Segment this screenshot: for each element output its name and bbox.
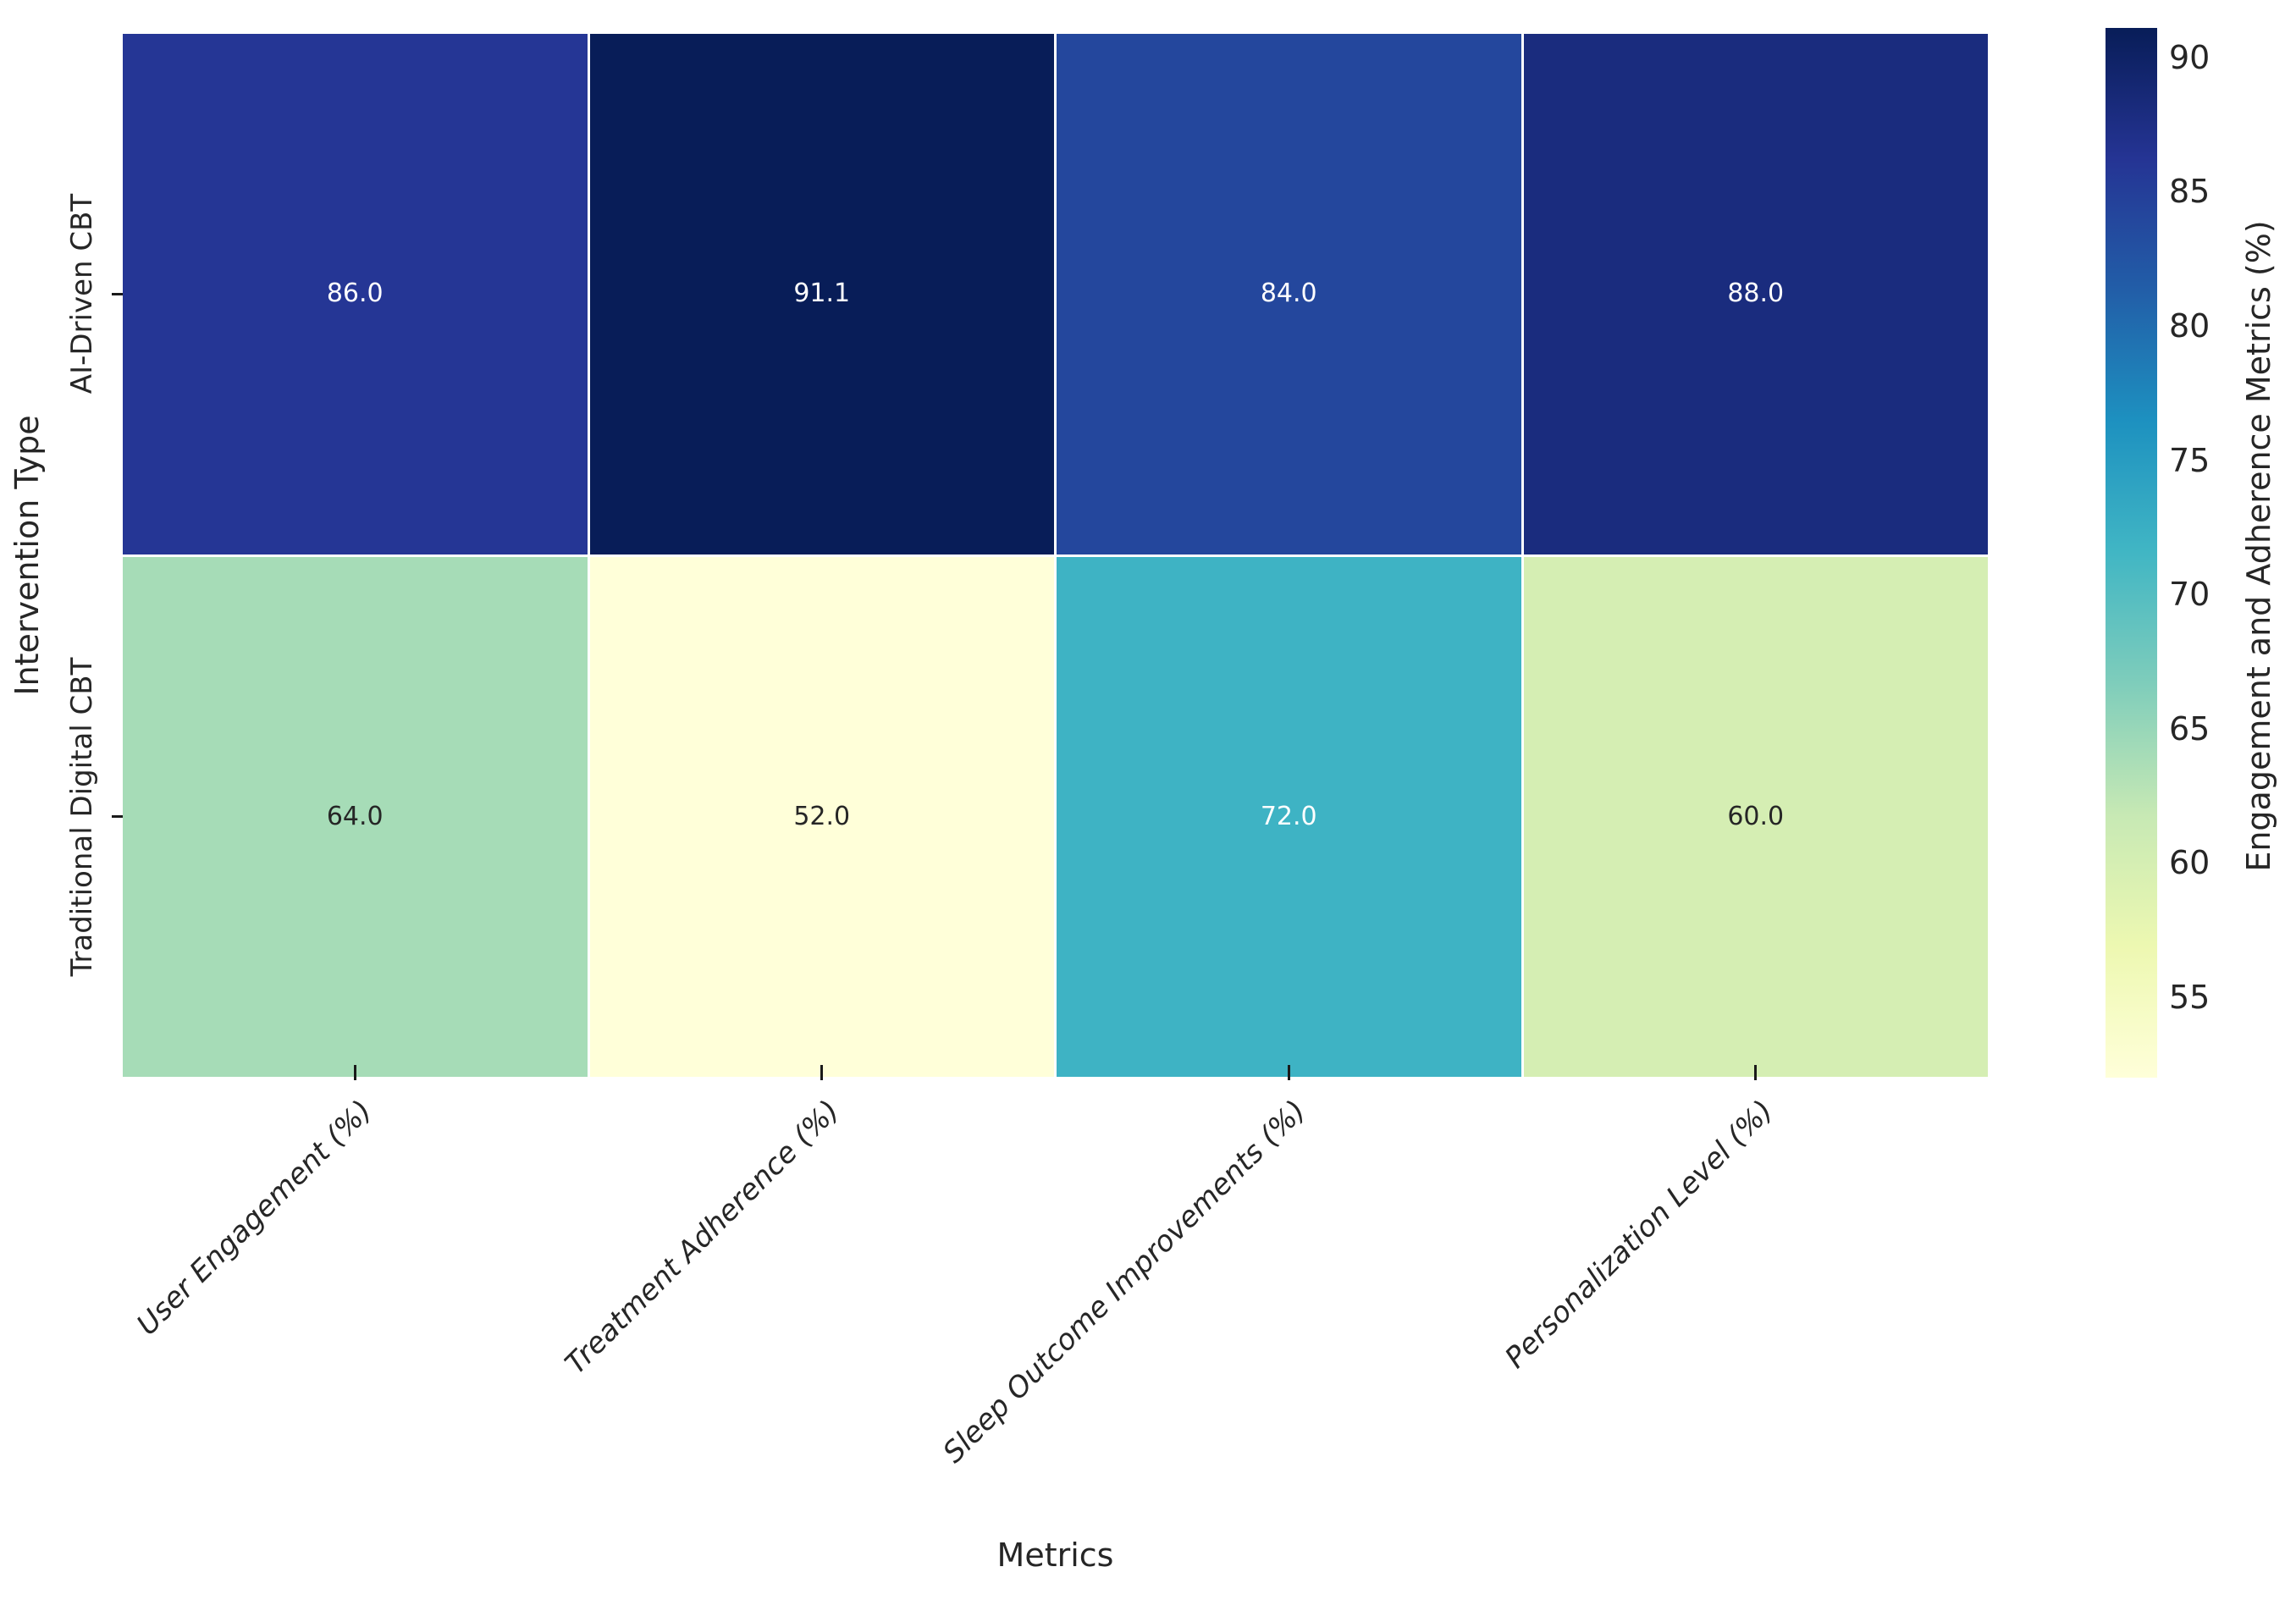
cell-value: 72.0 (1260, 801, 1317, 831)
colorbar-tick-label: 65 (2169, 709, 2210, 748)
heatmap-cell: 64.0 (123, 556, 588, 1077)
colorbar-label: Engagement and Adherence Metrics (%) (2240, 220, 2277, 872)
x-tick-label: Sleep Outcome Improvements (%) (936, 1094, 1313, 1470)
heatmap-cell: 52.0 (589, 556, 1054, 1077)
cell-value: 84.0 (1260, 279, 1317, 309)
x-tick (820, 1065, 824, 1080)
heatmap-grid: 86.0 91.1 84.0 88.0 64.0 52.0 72.0 60.0 (123, 34, 1988, 1077)
x-tick (1287, 1065, 1290, 1080)
colorbar-tick-label: 90 (2169, 38, 2210, 76)
y-tick-label: Traditional Digital CBT (65, 657, 99, 977)
heatmap-cell: 88.0 (1523, 34, 1988, 554)
cell-value: 52.0 (793, 801, 851, 831)
x-tick-label: Personalization Level (%) (1498, 1094, 1780, 1376)
colorbar-tick-label: 60 (2169, 844, 2210, 882)
colorbar-tick-label: 70 (2169, 576, 2210, 614)
cell-value: 86.0 (326, 279, 384, 309)
x-tick (1754, 1065, 1758, 1080)
cell-value: 60.0 (1727, 801, 1785, 831)
heatmap-cell: 60.0 (1523, 556, 1988, 1077)
x-tick (353, 1065, 356, 1080)
colorbar-gradient (2106, 28, 2157, 1078)
cell-value: 64.0 (326, 801, 384, 831)
heatmap-cell: 84.0 (1057, 34, 1521, 554)
cell-value: 88.0 (1727, 279, 1785, 309)
x-tick-label: User Engagement (%) (130, 1094, 379, 1343)
y-tick-label: AI-Driven CBT (65, 194, 99, 394)
x-axis-title: Metrics (996, 1537, 1114, 1574)
y-tick (112, 292, 123, 295)
colorbar-tick-label: 75 (2169, 441, 2210, 479)
heatmap-cell: 72.0 (1057, 556, 1521, 1077)
y-axis-title: Intervention Type (8, 415, 46, 696)
colorbar-tick-label: 80 (2169, 307, 2210, 345)
heatmap-cell: 86.0 (123, 34, 588, 554)
colorbar-tick-label: 55 (2169, 978, 2210, 1016)
heatmap-cell: 91.1 (589, 34, 1054, 554)
y-tick (112, 815, 123, 819)
cell-value: 91.1 (793, 279, 851, 309)
colorbar-tick-label: 85 (2169, 173, 2210, 211)
x-tick-label: Treatment Adherence (%) (558, 1094, 847, 1382)
